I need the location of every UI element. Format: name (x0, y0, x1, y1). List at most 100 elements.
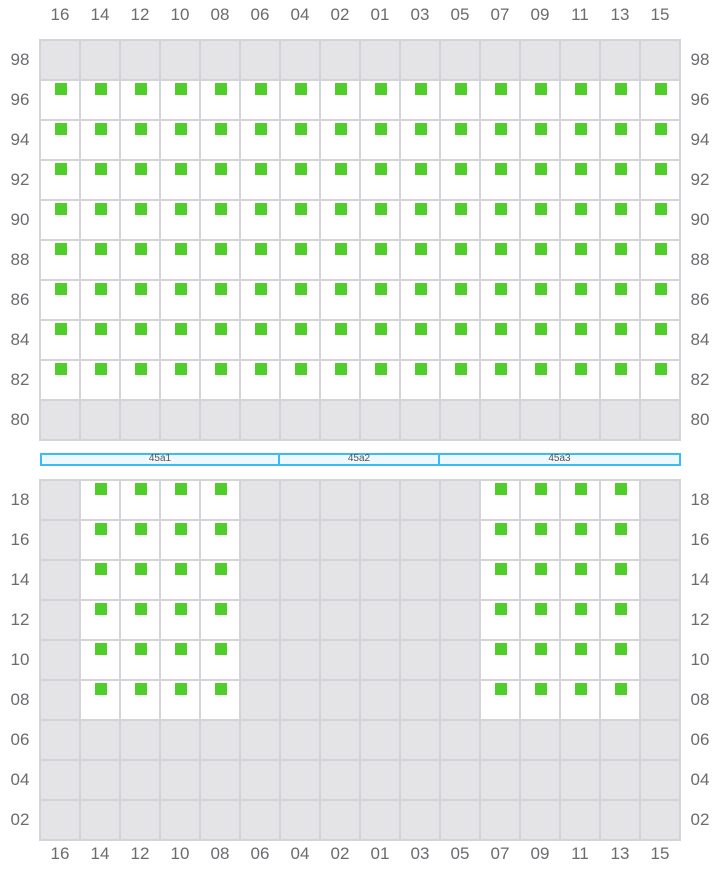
slot-cell-occupied[interactable] (81, 681, 119, 719)
slot-cell-occupied[interactable] (361, 361, 399, 399)
slot-cell-occupied[interactable] (121, 521, 159, 559)
slot-cell-occupied[interactable] (561, 521, 599, 559)
slot-cell-occupied[interactable] (361, 241, 399, 279)
slot-cell-occupied[interactable] (201, 521, 239, 559)
slot-cell-occupied[interactable] (481, 241, 519, 279)
slot-cell-occupied[interactable] (521, 81, 559, 119)
slot-cell-occupied[interactable] (601, 241, 639, 279)
slot-cell-occupied[interactable] (601, 641, 639, 679)
slot-cell-occupied[interactable] (321, 81, 359, 119)
slot-cell-occupied[interactable] (81, 321, 119, 359)
slot-cell-occupied[interactable] (321, 241, 359, 279)
slot-cell-occupied[interactable] (121, 481, 159, 519)
slot-cell-occupied[interactable] (601, 481, 639, 519)
slot-cell-occupied[interactable] (561, 601, 599, 639)
slot-cell-occupied[interactable] (41, 361, 79, 399)
slot-cell-occupied[interactable] (161, 641, 199, 679)
slot-cell-occupied[interactable] (601, 361, 639, 399)
slot-cell-occupied[interactable] (321, 321, 359, 359)
slot-cell-occupied[interactable] (441, 121, 479, 159)
slot-cell-occupied[interactable] (481, 321, 519, 359)
slot-cell-occupied[interactable] (161, 241, 199, 279)
slot-cell-occupied[interactable] (121, 161, 159, 199)
slot-cell-occupied[interactable] (521, 121, 559, 159)
slot-cell-occupied[interactable] (161, 481, 199, 519)
slot-cell-occupied[interactable] (481, 601, 519, 639)
slot-cell-occupied[interactable] (201, 321, 239, 359)
slot-cell-occupied[interactable] (481, 481, 519, 519)
segment-45a3[interactable]: 45a3 (440, 453, 681, 466)
slot-cell-occupied[interactable] (601, 121, 639, 159)
slot-cell-occupied[interactable] (441, 161, 479, 199)
slot-cell-occupied[interactable] (201, 161, 239, 199)
slot-cell-occupied[interactable] (521, 361, 559, 399)
slot-cell-occupied[interactable] (521, 161, 559, 199)
slot-cell-occupied[interactable] (641, 321, 679, 359)
slot-cell-occupied[interactable] (81, 481, 119, 519)
slot-cell-occupied[interactable] (81, 81, 119, 119)
slot-cell-occupied[interactable] (241, 121, 279, 159)
slot-cell-occupied[interactable] (201, 241, 239, 279)
slot-cell-occupied[interactable] (561, 681, 599, 719)
slot-cell-occupied[interactable] (441, 81, 479, 119)
slot-cell-occupied[interactable] (121, 361, 159, 399)
slot-cell-occupied[interactable] (601, 681, 639, 719)
slot-cell-occupied[interactable] (521, 241, 559, 279)
slot-cell-occupied[interactable] (241, 201, 279, 239)
slot-cell-occupied[interactable] (561, 561, 599, 599)
slot-cell-occupied[interactable] (521, 201, 559, 239)
slot-cell-occupied[interactable] (161, 201, 199, 239)
slot-cell-occupied[interactable] (281, 361, 319, 399)
slot-cell-occupied[interactable] (121, 641, 159, 679)
slot-cell-occupied[interactable] (161, 281, 199, 319)
slot-cell-occupied[interactable] (41, 321, 79, 359)
slot-cell-occupied[interactable] (521, 601, 559, 639)
slot-cell-occupied[interactable] (81, 201, 119, 239)
slot-cell-occupied[interactable] (121, 201, 159, 239)
slot-cell-occupied[interactable] (41, 241, 79, 279)
slot-cell-occupied[interactable] (201, 681, 239, 719)
slot-cell-occupied[interactable] (241, 241, 279, 279)
slot-cell-occupied[interactable] (641, 241, 679, 279)
slot-cell-occupied[interactable] (161, 81, 199, 119)
slot-cell-occupied[interactable] (521, 681, 559, 719)
slot-cell-occupied[interactable] (321, 281, 359, 319)
slot-cell-occupied[interactable] (241, 161, 279, 199)
slot-cell-occupied[interactable] (561, 201, 599, 239)
slot-cell-occupied[interactable] (561, 121, 599, 159)
slot-cell-occupied[interactable] (241, 81, 279, 119)
slot-cell-occupied[interactable] (361, 321, 399, 359)
slot-cell-occupied[interactable] (161, 561, 199, 599)
slot-cell-occupied[interactable] (641, 121, 679, 159)
slot-cell-occupied[interactable] (401, 361, 439, 399)
slot-cell-occupied[interactable] (561, 361, 599, 399)
slot-cell-occupied[interactable] (481, 81, 519, 119)
slot-cell-occupied[interactable] (281, 321, 319, 359)
slot-cell-occupied[interactable] (561, 241, 599, 279)
slot-cell-occupied[interactable] (161, 321, 199, 359)
slot-cell-occupied[interactable] (361, 121, 399, 159)
slot-cell-occupied[interactable] (481, 561, 519, 599)
slot-cell-occupied[interactable] (401, 121, 439, 159)
slot-cell-occupied[interactable] (401, 281, 439, 319)
slot-cell-occupied[interactable] (601, 321, 639, 359)
slot-cell-occupied[interactable] (161, 121, 199, 159)
slot-cell-occupied[interactable] (601, 161, 639, 199)
slot-cell-occupied[interactable] (81, 601, 119, 639)
slot-cell-occupied[interactable] (121, 601, 159, 639)
slot-cell-occupied[interactable] (321, 161, 359, 199)
slot-cell-occupied[interactable] (521, 281, 559, 319)
slot-cell-occupied[interactable] (441, 241, 479, 279)
slot-cell-occupied[interactable] (161, 601, 199, 639)
slot-cell-occupied[interactable] (281, 281, 319, 319)
segment-45a2[interactable]: 45a2 (280, 453, 440, 466)
slot-cell-occupied[interactable] (481, 201, 519, 239)
slot-cell-occupied[interactable] (641, 361, 679, 399)
slot-cell-occupied[interactable] (481, 281, 519, 319)
slot-cell-occupied[interactable] (201, 641, 239, 679)
slot-cell-occupied[interactable] (561, 321, 599, 359)
slot-cell-occupied[interactable] (441, 281, 479, 319)
slot-cell-occupied[interactable] (41, 201, 79, 239)
slot-cell-occupied[interactable] (201, 121, 239, 159)
slot-cell-occupied[interactable] (201, 281, 239, 319)
